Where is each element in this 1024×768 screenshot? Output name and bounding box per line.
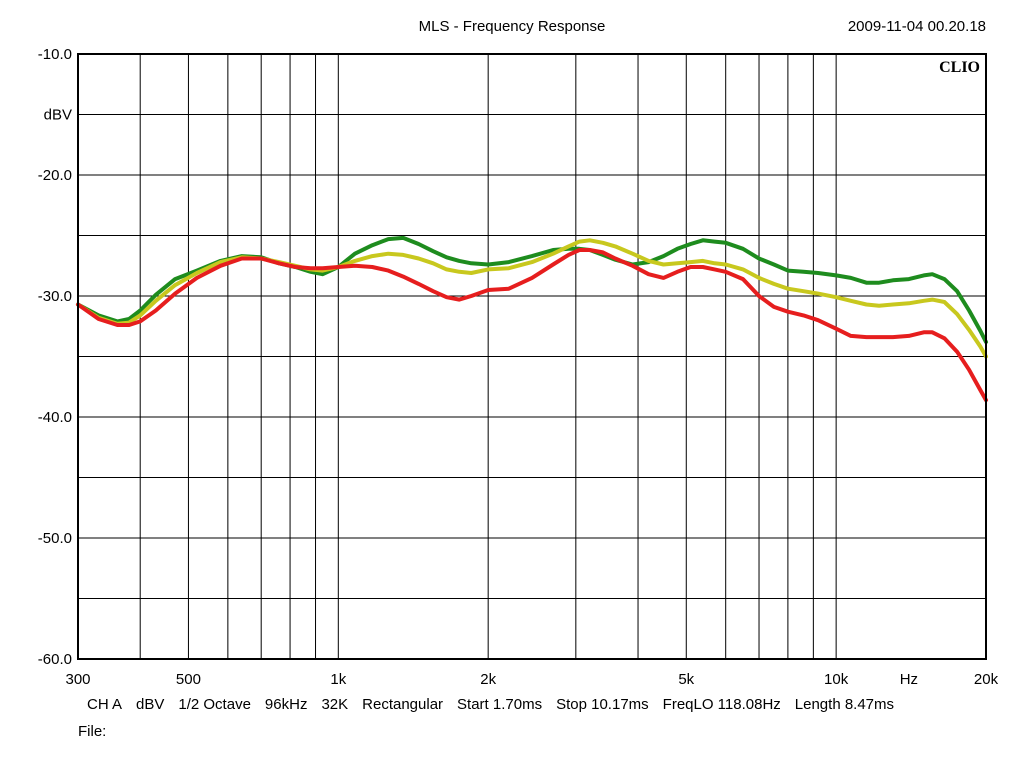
x-tick-label: 10k [824,671,849,688]
grid [77,53,987,660]
info-item: dBV [136,696,165,713]
y-tick-label: -50.0 [38,530,72,547]
y-tick-label: -20.0 [38,167,72,184]
plot-frame [77,53,987,660]
x-unit-label: Hz [900,671,918,688]
y-unit-label: dBV [44,107,72,124]
measurement-info: CH A dBV 1/2 Octave 96kHz 32K Rectangular Star… [87,696,908,713]
info-item: Length 8.47ms [794,696,895,713]
x-tick-label: 2k [480,671,496,688]
info-item: 1/2 Octave [178,696,251,713]
x-tick-label: 1k [330,671,346,688]
chart-title: MLS - Frequency Response [418,18,606,35]
x-tick-label: 500 [176,671,201,688]
info-item: Rectangular [362,696,444,713]
info-item: Stop 10.17ms [556,696,649,713]
y-tick-label: -40.0 [38,409,72,426]
x-tick-label: 5k [678,671,694,688]
info-item: Start 1.70ms [457,696,543,713]
info-item: CH A [87,696,123,713]
tick-labels: 300 500 1k 2k 5k 10k 20k -10.0 -20.0 -30.0 -40.0 -5… [38,46,999,688]
x-tick-label: 300 [65,671,90,688]
series-line-2 [76,248,988,403]
timestamp: 2009-11-04 00.20.18 [847,18,986,35]
info-item: 96kHz [264,696,308,713]
clio-logo: CLIO [939,59,980,76]
series-line-0 [76,235,988,344]
info-item: FreqLO 118.08Hz [662,696,781,713]
y-tick-label: -30.0 [38,288,72,305]
y-tick-label: -60.0 [38,651,72,668]
file-label: File: [78,723,107,740]
info-item: 32K [321,696,349,713]
x-tick-label: 20k [974,671,999,688]
y-tick-label: -10.0 [38,46,72,63]
series-layer [76,235,988,403]
